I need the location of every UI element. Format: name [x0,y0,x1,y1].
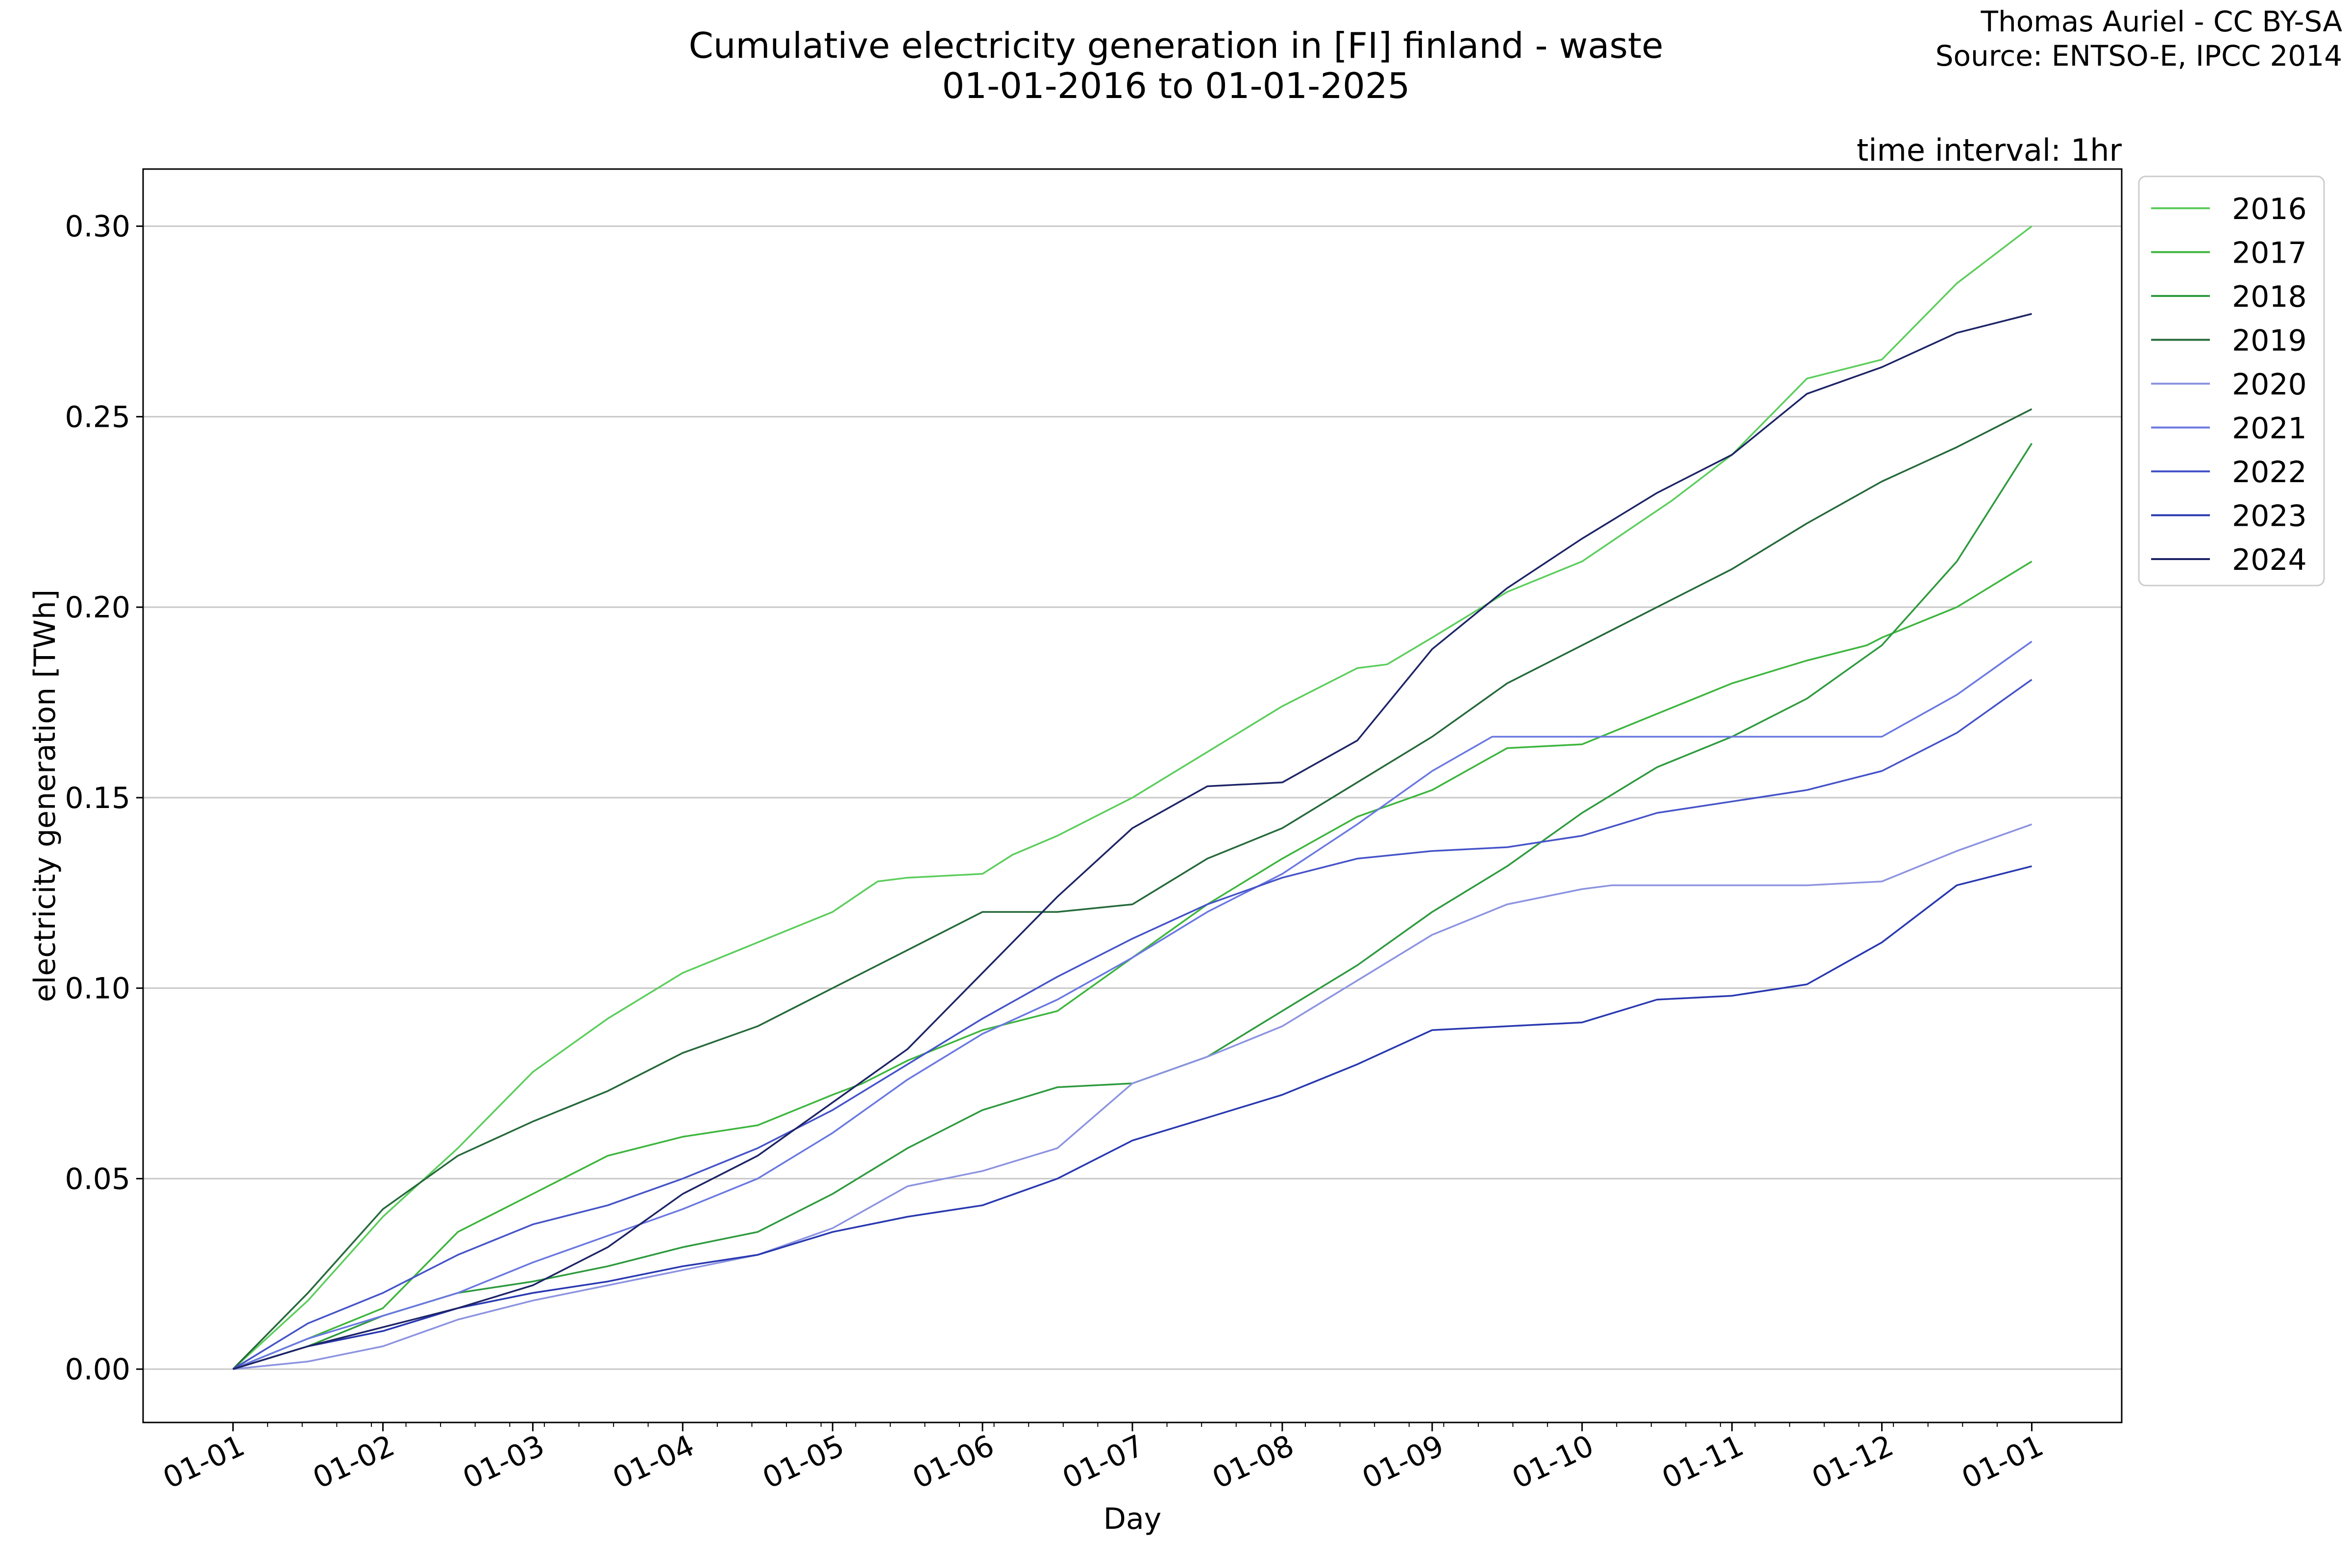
x-tick-label: 01-01 [158,1428,250,1495]
series-line-2017 [232,561,2033,1370]
legend-label-2022: 2022 [2232,455,2307,490]
y-tick-label: 0.25 [65,400,130,434]
credit-line-author: Thomas Auriel - CC BY-SA [1981,5,2343,38]
legend-label-2016: 2016 [2232,192,2307,226]
series-line-2021 [232,640,2033,1370]
series-line-2023 [232,865,2032,1370]
y-tick-label: 0.20 [65,590,130,625]
y-tick-label: 0.30 [65,210,130,244]
legend-frame [2138,175,2325,587]
series-line-2018 [232,442,2033,1370]
axis-ticks: 0.00 0.05 0.10 0.15 0.20 0.25 0.30 01-01 01-02 01… [65,210,2048,1496]
legend-label-2024: 2024 [2232,543,2307,577]
x-axis-label: Day [1103,1502,1161,1536]
series-lines [232,225,2033,1370]
credit-line-source: Source: ENTSO-E, IPCC 2014 [1936,39,2342,73]
legend-label-2021: 2021 [2232,412,2307,446]
legend: 2016 2017 2018 2019 2020 2021 2022 2023 2024 [2138,175,2325,587]
legend-label-2023: 2023 [2232,499,2307,534]
x-tick-label: 01-10 [1507,1428,1599,1495]
x-tick-label: 01-07 [1057,1428,1150,1495]
y-tick-label: 0.10 [65,972,130,1006]
x-tick-label: 01-06 [907,1428,1000,1495]
x-tick-label: 01-03 [458,1428,550,1495]
series-line-2022 [232,679,2033,1370]
x-tick-label: 01-12 [1807,1428,1899,1495]
series-line-2020 [233,823,2033,1370]
series-line-2024 [232,313,2032,1370]
x-tick-label: 01-01 [1957,1428,2049,1495]
legend-label-2020: 2020 [2232,368,2307,402]
x-tick-label: 01-09 [1357,1428,1449,1495]
legend-label-2019: 2019 [2232,324,2307,358]
chart-subtitle: 01-01-2016 to 01-01-2025 [942,65,1410,106]
y-tick-label: 0.00 [65,1352,130,1387]
y-tick-label: 0.15 [65,781,130,815]
x-tick-label: 01-04 [608,1428,700,1495]
legend-label-2018: 2018 [2232,280,2307,314]
x-tick-label: 01-02 [308,1428,400,1495]
y-axis-label: electricity generation [TWh] [28,589,62,1002]
series-line-2016 [232,225,2033,1370]
x-tick-label: 01-11 [1657,1428,1749,1495]
legend-label-2017: 2017 [2232,236,2307,270]
plot-frame [142,168,2123,1423]
series-line-2019 [232,408,2033,1370]
time-interval-annotation: time interval: 1hr [1857,132,2122,168]
gridlines [143,225,2122,1370]
x-tick-label: 01-08 [1207,1428,1299,1495]
x-tick-label: 01-05 [758,1428,850,1495]
chart-title: Cumulative electricity generation in [FI… [688,25,1663,66]
y-tick-label: 0.05 [65,1162,130,1196]
